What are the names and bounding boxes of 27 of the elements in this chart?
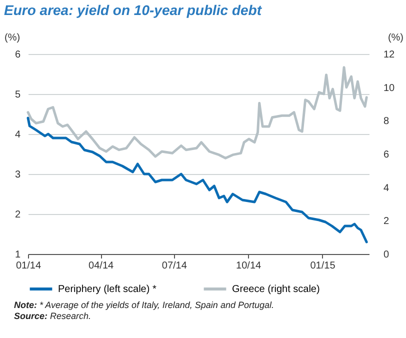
legend-label: Greece (right scale)	[232, 284, 320, 295]
y-tick-label: 1	[14, 250, 21, 260]
y-tick-label: 2	[14, 210, 21, 220]
text: Note: * Average of the yields of Italy, Ireland, Spain and Portugal.	[14, 300, 275, 311]
y2-tick-label: 2	[384, 216, 390, 228]
x-tick-label: 04/14	[88, 260, 114, 272]
x-tick-label: 07/14	[162, 260, 188, 272]
y2-tick-label: 10	[384, 82, 396, 94]
y-tick-label: 5	[14, 90, 21, 100]
y2-tick-label: 4	[384, 182, 390, 194]
line-series	[26, 116, 368, 244]
y-axis-title: (%)	[4, 32, 20, 44]
x-tick-label: 01/15	[310, 260, 336, 272]
x-tick-label: 10/14	[236, 260, 262, 272]
legend-label: Periphery (left scale) *	[58, 284, 156, 295]
y2-tick-label: 12	[384, 50, 396, 60]
y2-tick-label: 8	[384, 116, 390, 128]
y2-tick-label: 6	[384, 150, 390, 160]
source-note: Source: Research.	[14, 311, 92, 322]
y-tick-label: 6	[14, 50, 21, 60]
y-tick-label: 3	[14, 170, 21, 180]
y2-tick-label: 0	[384, 250, 390, 260]
y2-axis-title: (%)	[388, 32, 404, 44]
chart-title: Euro area: yield on 10-year public debt	[4, 2, 263, 18]
x-tick-label: 01/14	[16, 260, 42, 272]
y-tick-label: 4	[14, 130, 21, 140]
line-series	[26, 66, 368, 160]
